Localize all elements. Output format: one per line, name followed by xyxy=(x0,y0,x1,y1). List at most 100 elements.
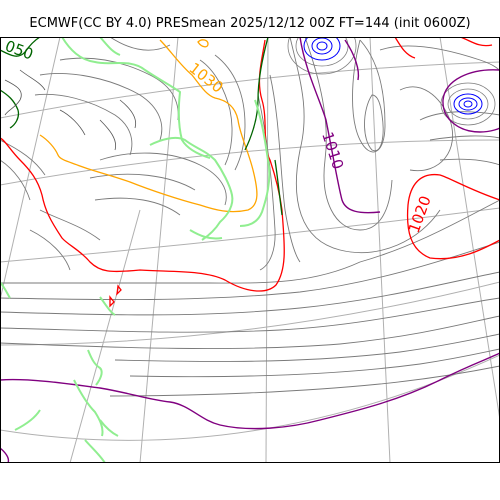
longitude-line xyxy=(0,37,61,301)
coastline-segment xyxy=(99,37,121,56)
longitude-line xyxy=(369,37,391,463)
longitude-line xyxy=(139,37,179,463)
isobar xyxy=(109,37,171,51)
isobar-1020-island xyxy=(116,284,122,296)
isobar-1010 xyxy=(344,39,360,81)
isobar xyxy=(439,158,500,166)
isobar-1000-group xyxy=(0,37,283,216)
isobar-1000 xyxy=(244,37,269,151)
coastline-segment xyxy=(99,296,116,316)
longitude-line xyxy=(265,37,269,463)
isobar xyxy=(94,197,181,216)
low-center-northeast xyxy=(453,93,483,115)
isobar xyxy=(364,94,384,152)
isobars xyxy=(0,37,500,397)
isobar xyxy=(379,45,500,73)
low-ring xyxy=(463,100,473,108)
coastline-segment xyxy=(73,379,104,437)
isobar-1030 xyxy=(39,39,258,213)
coastline-segment xyxy=(189,229,223,240)
isobar xyxy=(0,271,500,316)
longitude-line xyxy=(439,37,500,421)
isobar xyxy=(39,73,163,141)
isobar xyxy=(0,315,500,349)
terrain-contours xyxy=(4,69,137,151)
isobar xyxy=(114,333,500,362)
isobar-1020-coast xyxy=(0,39,285,292)
coastline-segment xyxy=(84,439,106,463)
terrain-contour xyxy=(59,109,86,136)
graticule xyxy=(0,37,500,463)
terrain-contour xyxy=(99,119,117,151)
isobar xyxy=(99,152,227,206)
isobar-1020 xyxy=(394,37,416,59)
isobar-1030-small xyxy=(197,39,209,48)
low-ring xyxy=(458,97,478,111)
isobar-label-1010: 1010 xyxy=(318,130,347,172)
latitude-line xyxy=(0,139,500,186)
low-center-north xyxy=(303,37,341,61)
isobar xyxy=(59,57,179,121)
isobar xyxy=(257,94,276,271)
coastline-segment xyxy=(14,409,41,431)
isobar xyxy=(289,37,441,254)
isobar xyxy=(0,159,31,201)
isobar-1010-ring xyxy=(442,69,500,133)
isobar-1010-south xyxy=(0,352,500,430)
isobar xyxy=(109,365,500,397)
isobar xyxy=(287,37,357,75)
coastline-segment xyxy=(0,281,11,299)
isobar xyxy=(214,54,246,171)
map-title: ECMWF(CC BY 4.0) PRESmean 2025/12/12 00Z… xyxy=(29,16,471,31)
coastline-segment xyxy=(239,99,271,227)
isobar xyxy=(0,241,500,301)
isobar-1010-group xyxy=(0,37,500,463)
latitude-line xyxy=(0,207,500,263)
isobar xyxy=(129,348,500,378)
isobar xyxy=(304,37,393,231)
longitude-line xyxy=(69,209,141,463)
isobar xyxy=(429,135,500,141)
isobar xyxy=(399,86,454,172)
coastline xyxy=(0,37,271,463)
coastline-segment xyxy=(61,37,211,159)
latitude-line xyxy=(0,281,500,346)
isobar xyxy=(199,59,233,166)
low-ring xyxy=(316,41,328,51)
low-ring xyxy=(453,93,483,115)
isobar xyxy=(34,93,133,156)
isobar xyxy=(447,88,489,120)
isobar-label-050: 050 xyxy=(3,37,36,64)
isobar-1010-sw xyxy=(0,447,10,463)
isobar-1020-island xyxy=(109,295,115,308)
isobar-1000 xyxy=(274,159,283,216)
isobar xyxy=(89,173,196,191)
terrain-contour xyxy=(119,99,137,129)
latitude-line xyxy=(0,354,500,441)
isobar xyxy=(440,82,496,126)
isobar-1000 xyxy=(0,89,20,129)
isobar-1030-group xyxy=(39,39,258,213)
isobar xyxy=(0,297,500,333)
isobar-1010 xyxy=(299,37,381,214)
isobar-1020 xyxy=(406,173,500,260)
isobar-1020 xyxy=(459,37,493,47)
terrain-contour xyxy=(19,69,46,91)
coastline-segment xyxy=(99,419,119,437)
low-ring xyxy=(311,37,333,55)
isobar xyxy=(352,39,386,153)
map-frame xyxy=(0,37,500,463)
isobar xyxy=(419,111,500,121)
terrain-contour xyxy=(4,79,22,116)
isobar xyxy=(39,209,101,241)
isobar-1000 xyxy=(0,37,41,57)
coastline-segment xyxy=(149,136,234,241)
isobar xyxy=(0,199,500,284)
latitude-line xyxy=(0,61,500,119)
coastline-segment xyxy=(87,349,103,386)
low-ring xyxy=(303,37,341,61)
isobar xyxy=(29,229,71,271)
isobar xyxy=(269,74,301,263)
